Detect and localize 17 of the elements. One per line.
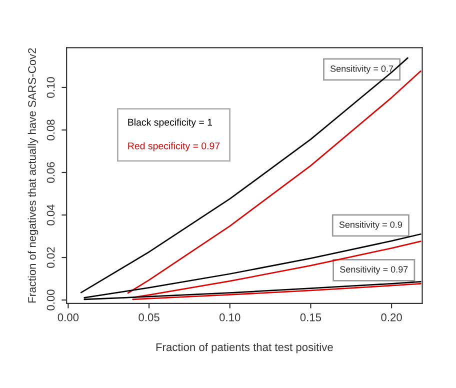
y-tick-label: 0.10: [46, 77, 55, 98]
y-tick-label: 0.08: [46, 120, 55, 140]
y-axis-title: Fraction of negatives that actually have SARS-Cov2: [28, 48, 38, 302]
text: Red specificity = 0.97: [128, 142, 220, 152]
x-tick-label: 0.05: [138, 313, 160, 322]
y-tick-label: 0.04: [46, 204, 55, 226]
text: Black specificity = 1: [128, 118, 212, 128]
y-tick-label: 0.02: [46, 247, 55, 268]
x-tick-label: 0.20: [381, 313, 402, 322]
x-tick-label: 0.00: [58, 313, 79, 322]
x-tick-label: 0.15: [300, 313, 322, 322]
annotation: Sensitivity = 0.9: [339, 221, 402, 230]
annotation: Sensitivity = 0.97: [340, 266, 408, 274]
annotation: Sensitivity = 0.7: [330, 65, 394, 74]
y-tick-label: 0.06: [46, 162, 55, 183]
x-axis-title: Fraction of patients that test positive: [156, 342, 333, 354]
x-tick-label: 0.10: [219, 313, 240, 322]
